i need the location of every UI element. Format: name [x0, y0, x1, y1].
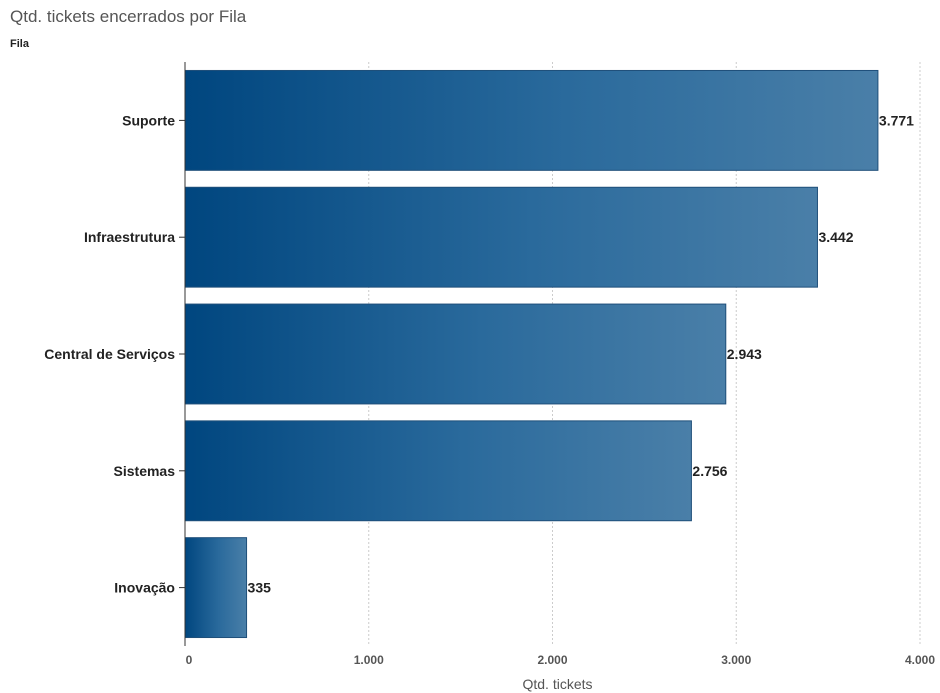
- data-label: 3.442: [818, 229, 853, 245]
- y-tick-label: Central de Serviços: [44, 346, 175, 362]
- y-axis-title: Fila: [10, 38, 29, 50]
- chart-title: Qtd. tickets encerrados por Fila: [10, 7, 247, 26]
- bar[interactable]: [184, 186, 818, 288]
- x-tick-label: 4.000: [905, 653, 935, 667]
- data-label: 2.756: [692, 463, 727, 479]
- x-tick-label: 2.000: [537, 653, 567, 667]
- data-label: 3.771: [879, 112, 914, 128]
- x-axis-title: Qtd. tickets: [522, 676, 592, 692]
- bar[interactable]: [184, 69, 879, 171]
- data-label: 2.943: [727, 346, 762, 362]
- y-tick-label: Infraestrutura: [84, 229, 175, 245]
- x-tick-label: 1.000: [354, 653, 384, 667]
- y-tick-label: Inovação: [114, 580, 175, 596]
- y-tick-label: Suporte: [122, 112, 175, 128]
- bar[interactable]: [184, 303, 727, 405]
- y-tick-label: Sistemas: [114, 463, 176, 479]
- bar[interactable]: [184, 537, 248, 639]
- data-label: 335: [248, 580, 272, 596]
- bar[interactable]: [184, 420, 692, 522]
- x-tick-label: 3.000: [721, 653, 751, 667]
- x-tick-label: 0: [186, 653, 193, 667]
